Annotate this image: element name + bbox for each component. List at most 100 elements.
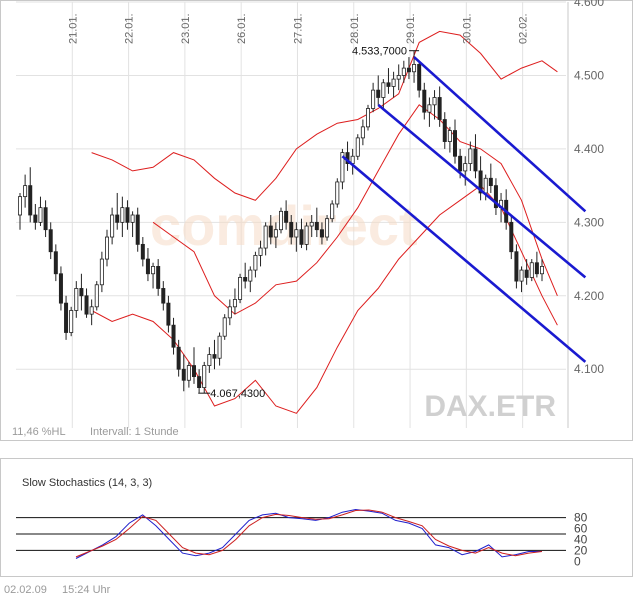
x-tick-label: 28.01.	[349, 13, 361, 44]
candle-body	[540, 266, 545, 275]
candle	[48, 222, 53, 260]
x-tick-label: 22.01.	[124, 13, 136, 44]
candle-body	[304, 225, 309, 245]
candle-body	[289, 221, 294, 238]
candle	[33, 203, 38, 230]
candle	[304, 222, 309, 251]
candle-body	[253, 254, 258, 271]
candle	[319, 222, 324, 245]
x-tick-label: 27.01.	[292, 13, 304, 44]
candle-body	[294, 229, 299, 238]
candle-body	[314, 221, 319, 231]
candle	[401, 60, 406, 83]
candle-body	[33, 214, 38, 223]
candle	[79, 273, 84, 311]
candle-body	[89, 306, 94, 315]
candle	[202, 361, 207, 394]
candle-body	[53, 251, 58, 275]
candle	[197, 369, 202, 393]
candle-body	[376, 89, 381, 98]
y-tick-label: 4.100	[574, 362, 604, 376]
candle	[427, 97, 432, 127]
candle	[84, 288, 89, 318]
candle	[135, 207, 140, 252]
candle	[222, 314, 227, 340]
candle-body	[58, 273, 63, 304]
candle	[412, 50, 417, 83]
candle-body	[509, 221, 514, 253]
candle-body	[442, 119, 447, 142]
candle-body	[360, 126, 365, 139]
candle-body	[232, 299, 237, 308]
y-tick-label: 4.200	[574, 289, 604, 303]
candle-body	[176, 346, 181, 370]
candle	[248, 266, 253, 293]
candle-body	[534, 262, 539, 275]
candle	[278, 207, 283, 234]
candle-body	[422, 89, 427, 113]
footer-hl-percent: 11,46 %HL	[12, 426, 66, 438]
y-tick-label: 4.600	[574, 0, 604, 9]
candle	[509, 215, 514, 260]
stochastics-tick-label: 20	[574, 543, 588, 557]
candle-body	[417, 64, 422, 91]
candle	[422, 82, 427, 120]
trend-channel-line	[341, 155, 587, 363]
candle	[171, 317, 176, 355]
candle	[115, 192, 120, 230]
candle	[232, 288, 237, 315]
watermark-symbol: DAX.ETR	[424, 390, 556, 423]
x-tick-label: 30.01.	[461, 13, 473, 44]
candle-body	[125, 207, 130, 223]
candle	[447, 126, 452, 153]
candle-body	[386, 82, 391, 87]
candle	[381, 79, 386, 109]
candle-body	[309, 221, 314, 227]
x-tick-label: 29.01.	[405, 13, 417, 44]
candle-body	[406, 67, 411, 73]
candle-body	[381, 82, 386, 98]
footer-time: 15:24 Uhr	[62, 584, 111, 596]
candle-body	[524, 269, 529, 278]
candle-body	[130, 214, 135, 223]
stochastics-title: Slow Stochastics (14, 3, 3)	[22, 477, 152, 489]
candle-body	[340, 152, 345, 183]
candle	[463, 156, 468, 186]
candle-body	[488, 177, 493, 187]
candle-body	[458, 155, 463, 172]
candle	[493, 178, 498, 215]
stochastics-tick-label: 0	[574, 554, 581, 568]
x-tick-label: 26.01.	[236, 13, 248, 44]
candle	[432, 90, 437, 120]
candle-body	[437, 97, 442, 120]
candle	[299, 218, 304, 249]
candle	[514, 244, 519, 289]
candle-body	[217, 335, 222, 359]
candle	[540, 259, 545, 282]
candle	[524, 259, 529, 285]
candle	[406, 57, 411, 80]
candle	[263, 222, 268, 256]
candle	[335, 178, 340, 208]
candle-body	[463, 163, 468, 172]
candle	[284, 200, 289, 230]
stochastics-series-line	[75, 509, 543, 558]
candle	[478, 156, 483, 201]
candle-body	[483, 177, 488, 194]
candle	[105, 229, 110, 267]
candle	[437, 86, 442, 127]
candle	[186, 361, 191, 388]
x-tick-label: 23.01.	[180, 13, 192, 44]
candle-body	[427, 104, 432, 113]
candle	[238, 273, 243, 304]
candle-body	[473, 148, 478, 172]
candle-body	[248, 269, 253, 282]
candle	[227, 299, 232, 326]
candle-body	[202, 365, 207, 389]
candle-body	[38, 207, 43, 223]
candle	[365, 104, 370, 131]
candle	[64, 295, 69, 340]
candle	[268, 215, 273, 245]
candle-body	[401, 67, 406, 76]
